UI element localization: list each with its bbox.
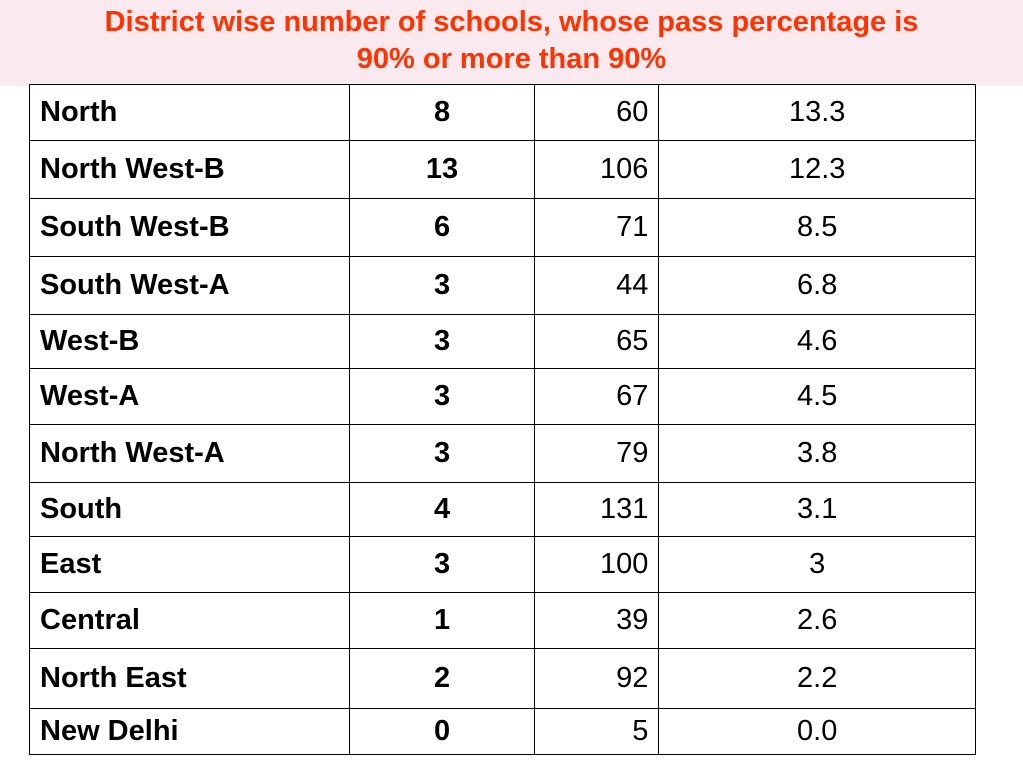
percentage: 3	[658, 536, 976, 593]
table-row: New Delhi 0 5 0.0	[29, 708, 976, 755]
total-schools: 39	[534, 592, 660, 649]
total-schools: 65	[534, 314, 660, 369]
percentage: 3.1	[658, 482, 976, 537]
percentage: 8.5	[658, 198, 976, 257]
district-name: New Delhi	[29, 708, 350, 755]
table-row: South West-A 3 44 6.8	[29, 256, 976, 315]
percentage: 4.5	[658, 368, 976, 425]
table-row: West-B 3 65 4.6	[29, 314, 976, 369]
school-count: 3	[348, 314, 536, 369]
percentage: 12.3	[658, 140, 976, 199]
school-count: 2	[348, 648, 536, 709]
school-count: 0	[348, 708, 536, 755]
total-schools: 106	[534, 140, 660, 199]
table-row: North West-B 13 106 12.3	[29, 140, 976, 199]
percentage: 3.8	[658, 424, 976, 483]
total-schools: 79	[534, 424, 660, 483]
school-count: 3	[348, 256, 536, 315]
district-name: East	[29, 536, 350, 593]
percentage: 0.0	[658, 708, 976, 755]
school-count: 3	[348, 368, 536, 425]
table-row: South West-B 6 71 8.5	[29, 198, 976, 257]
page-title: District wise number of schools, whose p…	[0, 4, 1023, 78]
table-row: East 3 100 3	[29, 536, 976, 593]
school-count: 3	[348, 424, 536, 483]
total-schools: 44	[534, 256, 660, 315]
district-table: North 8 60 13.3 North West-B 13 106 12.3…	[29, 84, 976, 755]
percentage: 4.6	[658, 314, 976, 369]
district-name: South West-A	[29, 256, 350, 315]
percentage: 2.2	[658, 648, 976, 709]
school-count: 1	[348, 592, 536, 649]
total-schools: 5	[534, 708, 660, 755]
district-name: North	[29, 84, 350, 141]
school-count: 6	[348, 198, 536, 257]
school-count: 8	[348, 84, 536, 141]
total-schools: 67	[534, 368, 660, 425]
table-row: North 8 60 13.3	[29, 84, 976, 141]
table-row: North East 2 92 2.2	[29, 648, 976, 709]
total-schools: 100	[534, 536, 660, 593]
district-name: North East	[29, 648, 350, 709]
district-name: West-A	[29, 368, 350, 425]
title-band	[0, 0, 1023, 86]
percentage: 2.6	[658, 592, 976, 649]
school-count: 13	[348, 140, 536, 199]
district-name: South West-B	[29, 198, 350, 257]
percentage: 6.8	[658, 256, 976, 315]
district-name: South	[29, 482, 350, 537]
table-row: Central 1 39 2.6	[29, 592, 976, 649]
total-schools: 60	[534, 84, 660, 141]
table-row: South 4 131 3.1	[29, 482, 976, 537]
school-count: 3	[348, 536, 536, 593]
district-name: West-B	[29, 314, 350, 369]
table-row: North West-A 3 79 3.8	[29, 424, 976, 483]
percentage: 13.3	[658, 84, 976, 141]
page-title-line-1: District wise number of schools, whose p…	[104, 6, 919, 38]
school-count: 4	[348, 482, 536, 537]
page-title-line-2: 90% or more than 90%	[356, 43, 667, 75]
table-row: West-A 3 67 4.5	[29, 368, 976, 425]
district-name: North West-B	[29, 140, 350, 199]
district-name: Central	[29, 592, 350, 649]
total-schools: 71	[534, 198, 660, 257]
total-schools: 131	[534, 482, 660, 537]
total-schools: 92	[534, 648, 660, 709]
district-name: North West-A	[29, 424, 350, 483]
